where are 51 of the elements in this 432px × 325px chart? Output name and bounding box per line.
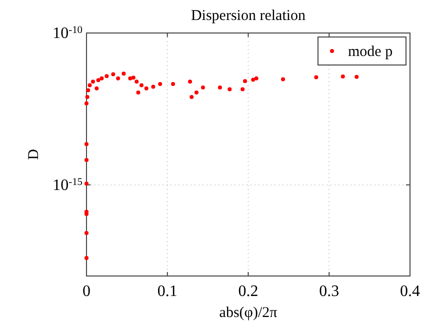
point [200, 86, 205, 90]
point [139, 83, 144, 88]
point [134, 80, 139, 84]
point [104, 74, 109, 78]
legend-label: mode p [348, 44, 393, 60]
point [96, 78, 100, 82]
point [354, 74, 359, 79]
point [131, 76, 136, 80]
point [84, 182, 88, 186]
x-tick-label: 0.1 [157, 283, 178, 300]
point [254, 76, 258, 80]
point [90, 80, 95, 84]
point [88, 83, 92, 88]
point [94, 86, 99, 90]
point [218, 86, 222, 90]
x-axis-title: abs(φ)/2π [219, 305, 278, 321]
y-axis-title: D [26, 148, 42, 160]
point [84, 158, 88, 162]
x-tick-label: 0 [82, 283, 90, 300]
point [122, 72, 126, 76]
x-tick-label: 0.3 [319, 283, 340, 300]
point [84, 231, 88, 236]
point [128, 76, 132, 80]
point [171, 82, 176, 86]
point [86, 88, 90, 92]
point [144, 86, 148, 90]
point [84, 256, 88, 260]
y-tick-label: 10$^{-10}$ [52, 24, 82, 42]
point [85, 95, 90, 100]
point [243, 79, 248, 84]
point [84, 101, 88, 106]
point [158, 82, 162, 86]
point [240, 87, 245, 92]
point [190, 95, 194, 100]
point [340, 74, 345, 78]
x-tick-label: 0.2 [238, 283, 258, 300]
point [151, 84, 156, 89]
chart-title: Dispersion relation [190, 8, 306, 24]
point [251, 78, 256, 82]
point [314, 75, 318, 80]
point [116, 76, 120, 80]
point [84, 142, 88, 146]
point [100, 76, 104, 80]
point [188, 80, 192, 84]
point [194, 90, 198, 94]
y-tick-label: 10$^{-15}$ [52, 176, 82, 194]
point [228, 87, 232, 92]
x-tick-label: 0.4 [400, 283, 420, 300]
point [281, 77, 286, 82]
point [136, 90, 140, 94]
point [111, 72, 116, 76]
